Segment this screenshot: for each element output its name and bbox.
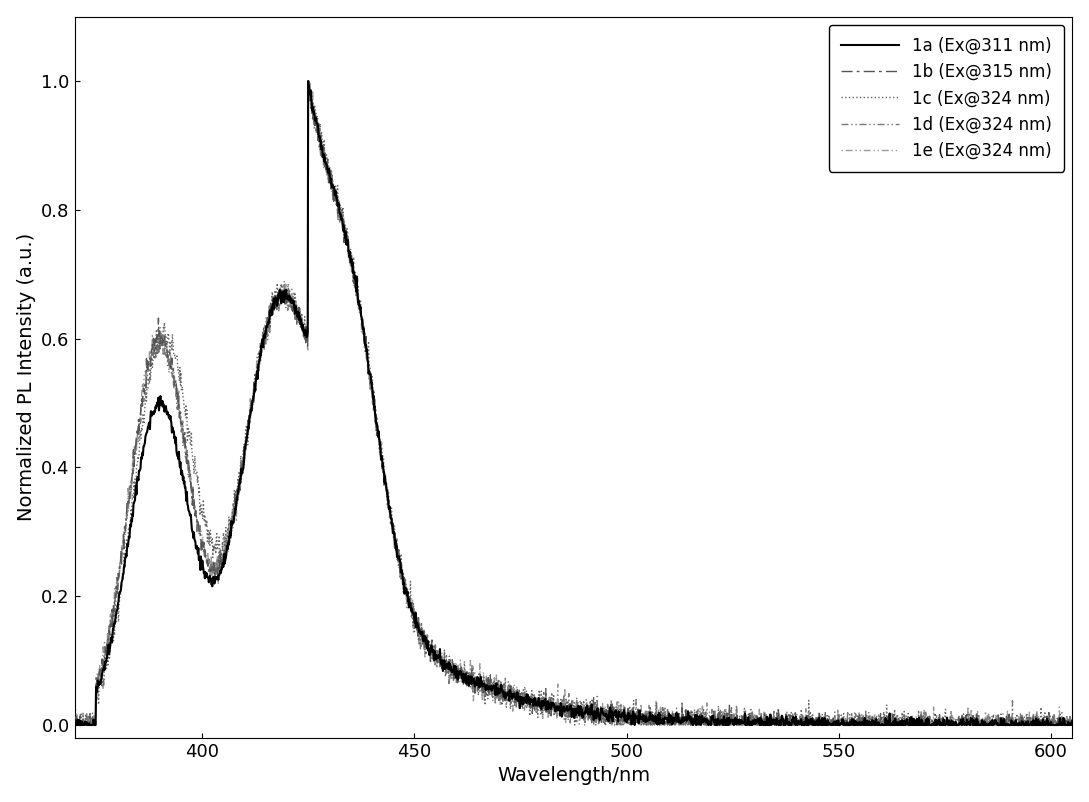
1b (Ex@315 nm): [119, 526, 132, 536]
1d (Ex@324 nm): [528, 696, 541, 706]
1e (Ex@324 nm): [303, 76, 316, 86]
1e (Ex@324 nm): [1038, 720, 1051, 730]
1d (Ex@324 nm): [302, 76, 315, 86]
1a (Ex@311 nm): [1038, 717, 1051, 727]
1a (Ex@311 nm): [69, 720, 82, 730]
1e (Ex@324 nm): [554, 701, 567, 711]
1c (Ex@324 nm): [1038, 720, 1051, 730]
1a (Ex@311 nm): [68, 715, 81, 725]
1d (Ex@324 nm): [855, 718, 868, 727]
1c (Ex@324 nm): [1066, 719, 1079, 728]
1d (Ex@324 nm): [69, 720, 82, 730]
1b (Ex@315 nm): [1038, 719, 1051, 729]
1b (Ex@315 nm): [527, 699, 540, 708]
1d (Ex@324 nm): [554, 707, 567, 716]
1a (Ex@311 nm): [528, 699, 541, 709]
1e (Ex@324 nm): [68, 717, 81, 727]
1c (Ex@324 nm): [554, 695, 567, 704]
Line: 1b (Ex@315 nm): 1b (Ex@315 nm): [74, 81, 1073, 725]
1b (Ex@315 nm): [553, 699, 566, 709]
1a (Ex@311 nm): [855, 718, 868, 727]
1c (Ex@324 nm): [302, 76, 315, 86]
Legend: 1a (Ex@311 nm), 1b (Ex@315 nm), 1c (Ex@324 nm), 1d (Ex@324 nm), 1e (Ex@324 nm): 1a (Ex@311 nm), 1b (Ex@315 nm), 1c (Ex@3…: [829, 25, 1064, 172]
1d (Ex@324 nm): [1038, 720, 1051, 730]
1c (Ex@324 nm): [120, 543, 133, 553]
1c (Ex@324 nm): [70, 720, 83, 730]
Y-axis label: Normalized PL Intensity (a.u.): Normalized PL Intensity (a.u.): [16, 233, 36, 521]
1a (Ex@311 nm): [1038, 720, 1051, 730]
1d (Ex@324 nm): [1066, 720, 1079, 730]
X-axis label: Wavelength/nm: Wavelength/nm: [497, 767, 650, 785]
1e (Ex@324 nm): [1066, 720, 1079, 730]
Line: 1c (Ex@324 nm): 1c (Ex@324 nm): [74, 81, 1073, 725]
1b (Ex@315 nm): [68, 720, 81, 730]
1e (Ex@324 nm): [120, 512, 133, 521]
1d (Ex@324 nm): [68, 720, 81, 730]
1b (Ex@315 nm): [1037, 711, 1050, 721]
1c (Ex@324 nm): [1038, 720, 1051, 730]
1a (Ex@311 nm): [1066, 715, 1079, 725]
1d (Ex@324 nm): [120, 520, 133, 530]
1e (Ex@324 nm): [855, 720, 868, 730]
1b (Ex@315 nm): [302, 76, 315, 86]
1c (Ex@324 nm): [855, 720, 868, 730]
1a (Ex@311 nm): [120, 549, 133, 559]
1e (Ex@324 nm): [69, 720, 82, 730]
1a (Ex@311 nm): [302, 76, 315, 86]
1d (Ex@324 nm): [1038, 714, 1051, 723]
1b (Ex@315 nm): [854, 715, 867, 725]
Line: 1d (Ex@324 nm): 1d (Ex@324 nm): [74, 81, 1073, 725]
1a (Ex@311 nm): [554, 699, 567, 708]
1e (Ex@324 nm): [528, 704, 541, 714]
1b (Ex@315 nm): [1066, 716, 1079, 726]
1c (Ex@324 nm): [68, 709, 81, 719]
1e (Ex@324 nm): [1038, 710, 1051, 719]
Line: 1e (Ex@324 nm): 1e (Ex@324 nm): [74, 81, 1073, 725]
1c (Ex@324 nm): [528, 689, 541, 699]
Line: 1a (Ex@311 nm): 1a (Ex@311 nm): [74, 81, 1073, 725]
